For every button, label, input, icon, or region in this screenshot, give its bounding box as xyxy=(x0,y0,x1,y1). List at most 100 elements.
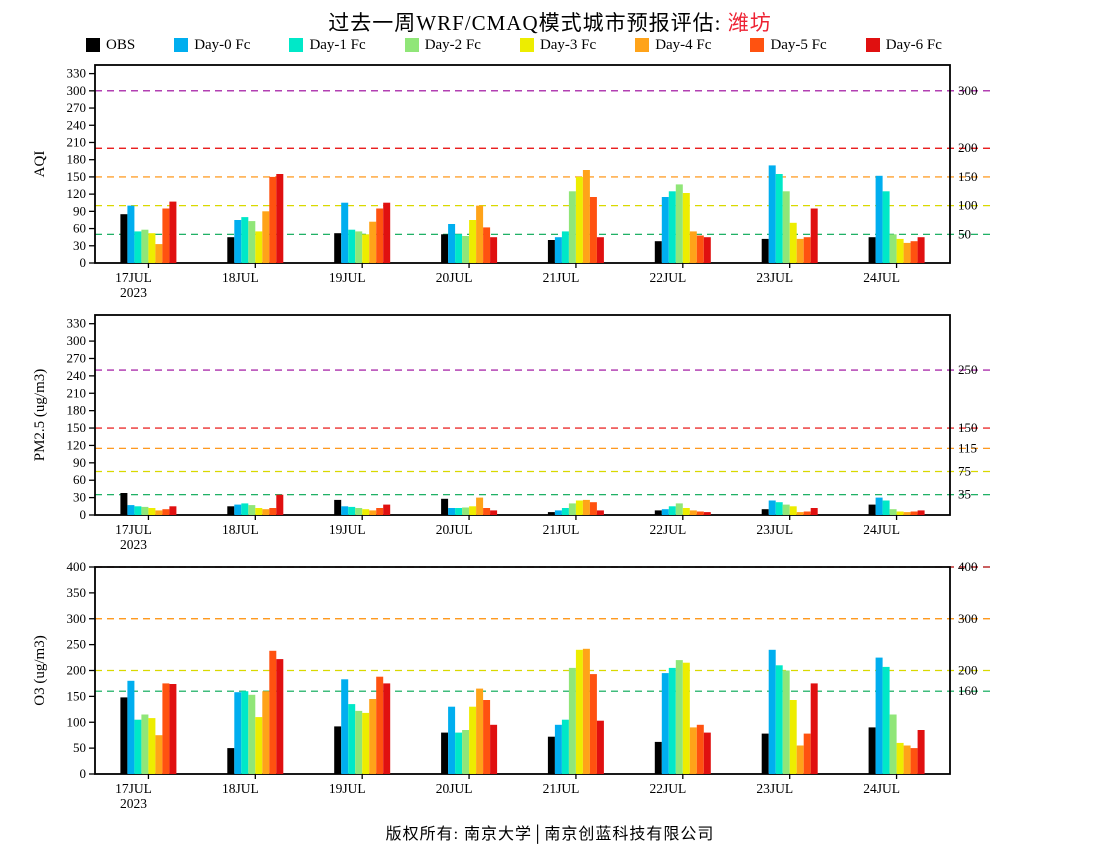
bar xyxy=(227,748,235,774)
pm25-chart-svg: 0 30 60 90 120 150 180 210 240 270 300 330 35 75 115 15… xyxy=(32,314,993,552)
legend-swatch xyxy=(865,38,880,52)
legend-swatch xyxy=(404,38,419,52)
legend-item-day-6-fc: Day-6 Fc xyxy=(865,37,942,54)
y-tick-label: 90 xyxy=(73,455,86,470)
bar xyxy=(803,511,811,515)
bar xyxy=(703,237,711,263)
bar xyxy=(227,237,235,263)
page-title-text: 过去一周WRF/CMAQ模式城市预报评估: xyxy=(328,11,728,35)
bar xyxy=(654,241,662,263)
bar xyxy=(775,665,783,774)
bar xyxy=(903,512,911,515)
legend-swatch xyxy=(519,38,534,52)
bar xyxy=(276,174,284,263)
bar xyxy=(462,236,470,263)
y-tick-label: 0 xyxy=(80,766,87,781)
bar xyxy=(682,662,690,774)
bar xyxy=(269,176,277,263)
bar xyxy=(234,692,242,774)
bar xyxy=(696,724,704,774)
ref-line-label: 400 xyxy=(958,559,978,574)
bar xyxy=(441,498,449,515)
y-tick-label: 200 xyxy=(67,663,87,678)
y-tick-label: 210 xyxy=(67,134,87,149)
bar xyxy=(561,231,569,263)
legend-swatch xyxy=(289,38,304,52)
bar xyxy=(782,191,790,263)
bar xyxy=(868,237,876,263)
ref-line-label: 300 xyxy=(958,83,978,98)
bar xyxy=(896,742,904,774)
y-tick-label: 60 xyxy=(73,472,86,487)
bar xyxy=(917,510,925,515)
bar xyxy=(696,511,704,515)
bar xyxy=(362,234,370,263)
x-tick-label: 17JUL xyxy=(115,781,152,796)
ref-line-label: 200 xyxy=(958,663,978,678)
y-tick-label: 240 xyxy=(67,117,87,132)
y-tick-label: 150 xyxy=(67,420,87,435)
bar xyxy=(596,720,604,774)
bar xyxy=(789,506,797,515)
bar xyxy=(462,507,470,515)
bar xyxy=(889,509,897,515)
bar xyxy=(469,706,477,774)
x-tick-label: 22JUL xyxy=(649,522,686,537)
bar xyxy=(910,241,918,263)
y-tick-label: 210 xyxy=(67,385,87,400)
ref-line-label: 115 xyxy=(958,440,977,455)
bar xyxy=(141,714,149,774)
x-tick-label: 19JUL xyxy=(329,781,366,796)
bar xyxy=(127,505,135,515)
y-tick-label: 90 xyxy=(73,203,86,218)
bar xyxy=(568,191,576,263)
legend-item-day-2-fc: Day-2 Fc xyxy=(404,37,481,54)
bar xyxy=(276,494,284,515)
y-tick-label: 300 xyxy=(67,83,87,98)
bar xyxy=(582,648,590,774)
x-tick-label: 19JUL xyxy=(329,522,366,537)
bar xyxy=(803,733,811,774)
bar xyxy=(703,512,711,515)
bar xyxy=(276,659,284,774)
aqi-chart-svg: 0 30 60 90 120 150 180 210 240 270 300 330 50 100 150 2… xyxy=(32,64,993,300)
bar xyxy=(120,697,128,774)
bar xyxy=(169,684,177,774)
x-tick-label: 21JUL xyxy=(543,522,580,537)
bar xyxy=(768,500,776,515)
plot-frame xyxy=(94,314,951,516)
bar xyxy=(483,227,491,263)
x-tick-label: 24JUL xyxy=(863,522,900,537)
bar xyxy=(561,508,569,515)
bar xyxy=(768,649,776,774)
bar xyxy=(476,497,484,515)
bar xyxy=(262,211,270,263)
bar xyxy=(490,724,498,774)
legend-item-day-1-fc: Day-1 Fc xyxy=(289,37,366,54)
bar xyxy=(369,221,377,263)
bar xyxy=(554,724,562,774)
ref-line-label: 300 xyxy=(958,611,978,626)
bar xyxy=(334,499,342,515)
y-tick-label: 120 xyxy=(67,437,87,452)
bar xyxy=(169,201,177,263)
copyright-footer: 版权所有: 南京大学│南京创蓝科技有限公司 xyxy=(385,826,715,843)
plot-frame xyxy=(94,64,951,264)
bar xyxy=(269,650,277,774)
bar xyxy=(654,510,662,515)
bar xyxy=(896,511,904,515)
bar xyxy=(810,683,818,774)
bar xyxy=(917,237,925,263)
bar xyxy=(490,237,498,263)
bar xyxy=(376,676,384,774)
bar xyxy=(269,508,277,515)
bar xyxy=(761,733,769,774)
bar xyxy=(462,730,470,774)
y-tick-label: 250 xyxy=(67,637,87,652)
legend-item-day-5-fc: Day-5 Fc xyxy=(750,37,827,54)
bar xyxy=(668,191,676,263)
bar xyxy=(155,244,163,263)
y-tick-label: 120 xyxy=(67,186,87,201)
bar xyxy=(568,667,576,774)
bar xyxy=(241,691,249,774)
